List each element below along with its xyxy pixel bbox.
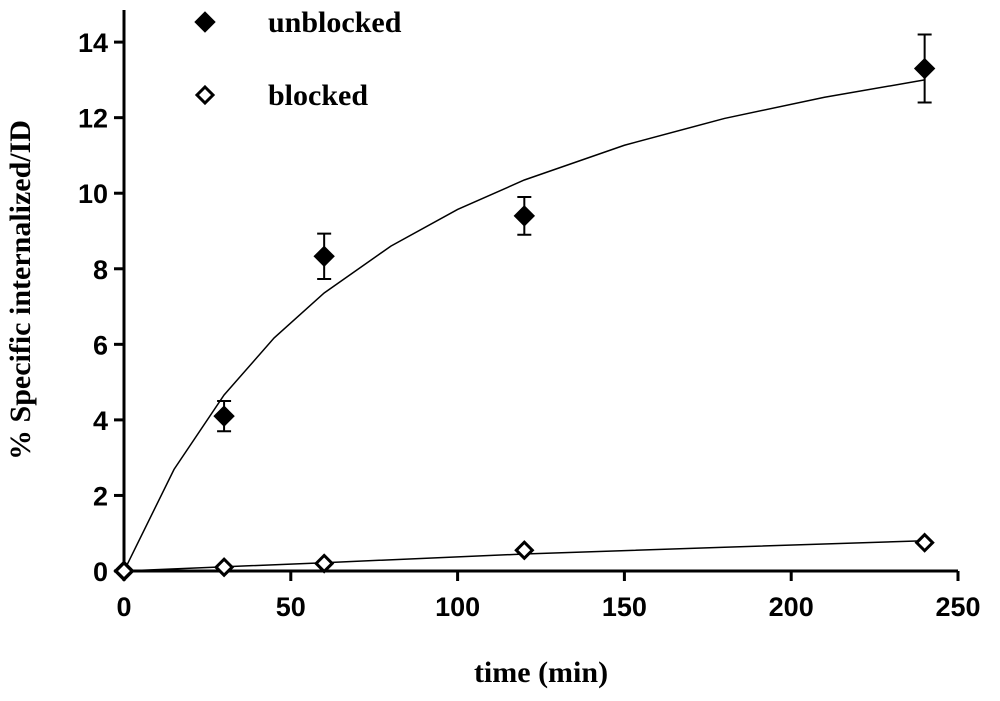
legend-marker — [194, 11, 216, 33]
x-axis-label: time (min) — [474, 656, 608, 689]
y-tick-label: 6 — [93, 330, 108, 360]
x-tick-label: 100 — [435, 592, 480, 622]
data-point — [514, 540, 535, 561]
data-point — [213, 405, 235, 427]
x-tick-label: 50 — [276, 592, 306, 622]
y-tick-label: 12 — [78, 104, 108, 134]
data-point — [113, 560, 135, 582]
data-point — [314, 553, 335, 574]
data-point — [313, 245, 335, 268]
x-tick-label: 150 — [602, 592, 647, 622]
y-axis-label: % Specific internalized/ID — [4, 120, 37, 460]
legend-label: unblocked — [268, 6, 402, 39]
y-tick-label: 10 — [78, 179, 108, 209]
x-tick-label: 250 — [935, 592, 980, 622]
x-tick-label: 0 — [116, 592, 131, 622]
data-point — [913, 57, 936, 80]
legend-label: blocked — [268, 79, 368, 112]
data-point — [513, 205, 536, 227]
y-tick-label: 2 — [93, 481, 108, 511]
data-point — [213, 557, 235, 578]
y-tick-label: 14 — [78, 28, 108, 58]
fit-curve — [123, 79, 925, 572]
legend-marker — [194, 84, 216, 106]
y-tick-label: 0 — [93, 557, 108, 587]
y-tick-label: 8 — [93, 255, 108, 285]
data-point — [914, 532, 935, 553]
y-tick-label: 4 — [93, 406, 108, 436]
x-tick-label: 200 — [769, 592, 814, 622]
